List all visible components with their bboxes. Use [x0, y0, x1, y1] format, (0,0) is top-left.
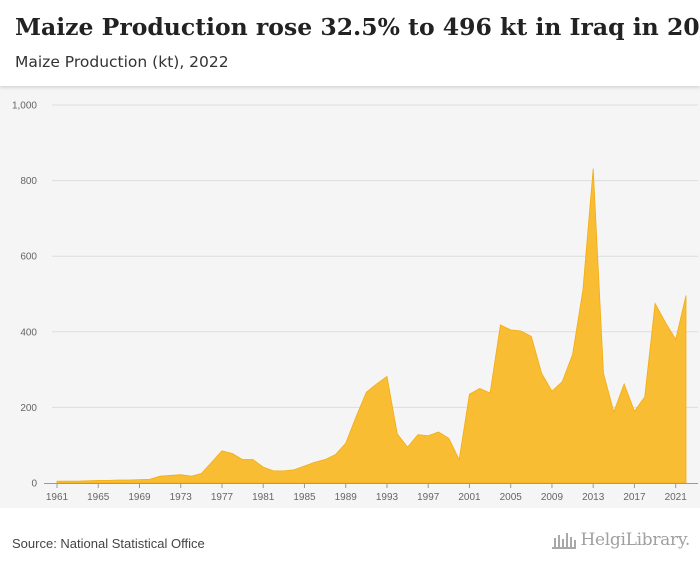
- chart-subtitle: Maize Production (kt), 2022: [15, 53, 229, 71]
- chart-title: Maize Production rose 32.5% to 496 kt in…: [15, 13, 700, 41]
- x-tick-label: 1965: [87, 492, 110, 503]
- library-building-icon: [551, 533, 576, 549]
- brand-name: HelgiLibrary.: [580, 530, 691, 550]
- y-tick-label: 0: [31, 479, 37, 490]
- x-tick-label: 1993: [376, 492, 399, 503]
- y-tick-label: 800: [20, 176, 37, 187]
- chart-header: Maize Production rose 32.5% to 496 kt in…: [0, 0, 700, 86]
- y-tick-label: 1,000: [12, 101, 37, 112]
- y-axis-tick-labels: 0 200 400 600 800 1,000: [12, 101, 37, 490]
- x-tick-label: 1961: [46, 492, 69, 503]
- x-tick-label: 1973: [170, 492, 193, 503]
- x-tick-label: 2017: [623, 492, 646, 503]
- x-axis: 1961 1965 1969 1973 1977 1981 1985 1989 1993 1997…: [44, 483, 698, 503]
- x-tick-label: 2005: [500, 492, 523, 503]
- x-tick-label: 1985: [293, 492, 316, 503]
- y-tick-label: 600: [20, 252, 37, 263]
- chart-footer: Source: National Statistical Office Helg…: [0, 508, 700, 568]
- x-tick-label: 2013: [582, 492, 605, 503]
- area-series: [56, 168, 687, 484]
- x-tick-label: 2009: [541, 492, 564, 503]
- x-tick-label: 1969: [128, 492, 151, 503]
- maize-production-area: [56, 168, 687, 484]
- y-tick-label: 400: [20, 327, 37, 338]
- x-tick-label: 1977: [211, 492, 234, 503]
- brand-logo: HelgiLibrary.: [551, 530, 691, 550]
- x-tick-label: 2001: [458, 492, 481, 503]
- source-note: Source: National Statistical Office: [12, 536, 205, 551]
- x-tick-label: 1981: [252, 492, 275, 503]
- y-tick-label: 200: [20, 403, 37, 414]
- x-tick-label: 1989: [335, 492, 358, 503]
- x-tick-label: 1997: [417, 492, 440, 503]
- x-tick-label: 2021: [665, 492, 688, 503]
